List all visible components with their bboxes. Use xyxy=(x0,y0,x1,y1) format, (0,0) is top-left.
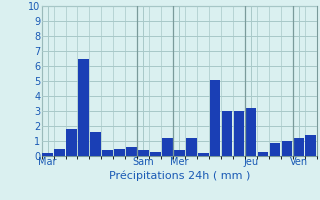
Bar xyxy=(66,129,77,156)
Bar xyxy=(210,79,220,156)
Bar xyxy=(258,152,268,156)
Bar xyxy=(246,108,256,156)
Bar xyxy=(42,153,53,156)
Bar xyxy=(293,138,304,156)
Bar xyxy=(305,135,316,156)
Bar xyxy=(78,58,89,156)
Bar xyxy=(54,148,65,156)
Bar xyxy=(126,147,137,156)
Bar xyxy=(138,150,149,156)
Bar xyxy=(198,153,209,156)
Bar xyxy=(90,132,101,156)
Bar xyxy=(269,142,280,156)
Bar xyxy=(150,152,161,156)
Bar xyxy=(222,111,232,156)
Bar xyxy=(282,141,292,156)
Bar xyxy=(114,148,125,156)
Bar xyxy=(234,111,244,156)
Bar xyxy=(174,150,185,156)
Bar xyxy=(162,138,172,156)
Bar xyxy=(102,150,113,156)
Bar xyxy=(186,138,196,156)
X-axis label: Précipitations 24h ( mm ): Précipitations 24h ( mm ) xyxy=(108,170,250,181)
